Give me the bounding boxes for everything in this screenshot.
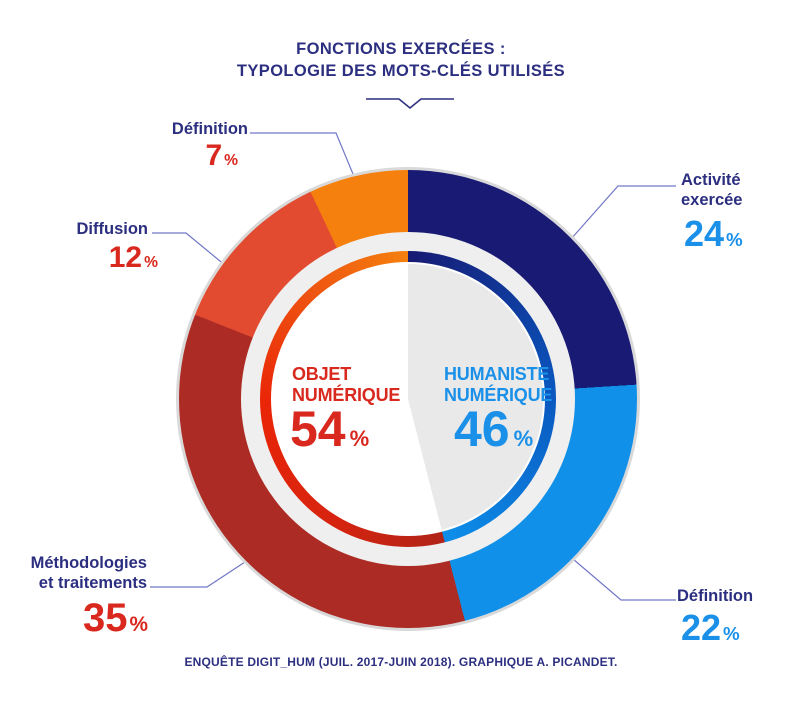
value-text: 35 [83, 596, 128, 640]
callout-diffusion-label: Diffusion [76, 220, 149, 238]
value-text: 7 [205, 139, 223, 172]
percent-sign: % [224, 152, 238, 169]
percent-sign: % [349, 426, 370, 451]
inner-pie-fill [273, 264, 543, 534]
page-title-line1: FONCTIONS EXERCÉES : [296, 40, 506, 58]
callout-definition-22-value: 22% [681, 610, 740, 646]
percent-sign: % [513, 426, 534, 451]
donut-chart: OBJET NUMÉRIQUE 54% HUMANISTE NUMÉRIQUE … [176, 167, 640, 631]
page-title-line2: TYPOLOGIE DES MOTS-CLÉS UTILISÉS [236, 62, 566, 80]
callout-definition-7-value: 7% [205, 141, 238, 171]
callout-definition-7-label: Définition [171, 120, 248, 138]
center-label-objet: OBJET NUMÉRIQUE [292, 364, 401, 405]
center-value-objet: 54% [290, 404, 369, 454]
center-value-humaniste: 46% [454, 404, 533, 454]
objet-percentage: 54 [290, 401, 346, 457]
percent-sign: % [129, 613, 149, 636]
callout-methodologies-value: 35% [83, 598, 148, 638]
page-title: FONCTIONS EXERCÉES : TYPOLOGIE DES MOTS-… [11, 38, 791, 82]
percent-sign: % [726, 229, 743, 250]
percent-sign: % [723, 623, 740, 644]
value-text: 22 [681, 607, 722, 648]
source-caption: ENQUÊTE DIGIT_HUM (JUIL. 2017-JUIN 2018)… [184, 655, 618, 669]
value-text: 12 [108, 241, 143, 274]
callout-diffusion-value: 12% [109, 243, 158, 273]
value-text: 24 [684, 213, 725, 254]
percent-sign: % [144, 254, 158, 271]
callout-activite-label: Activité exercée [681, 171, 743, 209]
callout-methodologies-label: Méthodologies et traitements [30, 554, 147, 592]
title-pointer-icon [366, 98, 454, 110]
humaniste-percentage: 46 [454, 401, 510, 457]
callout-definition-22-label: Définition [677, 587, 754, 605]
center-label-humaniste: HUMANISTE NUMÉRIQUE [444, 364, 553, 405]
callout-activite-value: 24% [684, 216, 743, 252]
